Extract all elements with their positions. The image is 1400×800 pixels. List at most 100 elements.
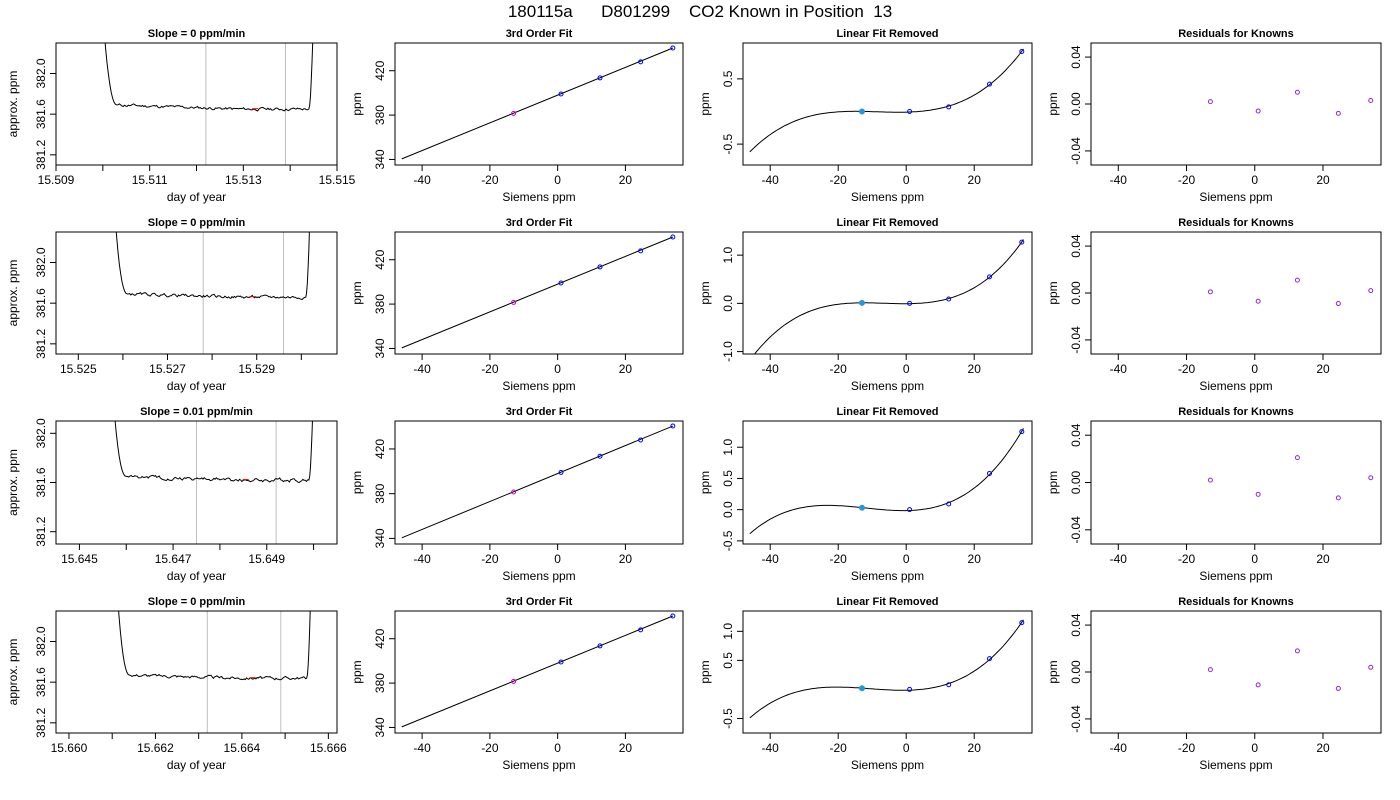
fit-curve <box>749 428 1024 535</box>
panel-2-4: Residuals for Knowns Siemens ppm ppm -40 -20… <box>1046 217 1382 393</box>
y-tick-label: 1.0 <box>721 623 735 640</box>
y-tick-label: 381.2 <box>34 328 48 358</box>
y-tick-label: 381.6 <box>34 467 48 497</box>
plot-frame <box>55 420 338 545</box>
x-tick-label: -40 <box>762 552 780 566</box>
y-tick-label: 1.0 <box>721 246 735 263</box>
y-tick-label: -0.04 <box>1069 137 1083 165</box>
x-tick-label: -20 <box>1178 741 1196 755</box>
x-tick-label: 0 <box>903 741 910 755</box>
x-tick-label: 20 <box>1316 173 1330 187</box>
residual-point <box>1368 288 1374 294</box>
plot-frame <box>742 42 1033 166</box>
x-axis-label: day of year <box>167 379 226 393</box>
y-tick-label: 380 <box>373 294 387 314</box>
panel-title: Slope = 0 ppm/min <box>148 217 246 229</box>
panel-4-4: Residuals for Knowns Siemens ppm ppm -40 -20… <box>1046 596 1382 772</box>
x-axis-label: Siemens ppm <box>502 379 575 393</box>
residual-point <box>1255 491 1261 497</box>
x-tick-label: 20 <box>1316 552 1330 566</box>
x-tick-label: -40 <box>413 362 431 376</box>
x-axis-label: day of year <box>167 190 226 204</box>
x-tick-label: -40 <box>1110 362 1128 376</box>
x-tick-label: 20 <box>1316 741 1330 755</box>
ppm-trace-line <box>114 421 313 484</box>
data-point <box>907 507 913 513</box>
x-tick-label: 20 <box>968 173 982 187</box>
y-tick-label: 380 <box>373 105 387 125</box>
page-title: 180115a D801299 CO2 Known in Position 13 <box>507 2 893 21</box>
plot-frame <box>55 42 338 166</box>
x-tick-label: 15.664 <box>224 741 261 755</box>
y-tick-label: 0.04 <box>1069 613 1083 637</box>
x-tick-label: -20 <box>481 362 499 376</box>
x-tick-label: 0 <box>1251 741 1258 755</box>
x-tick-label: -40 <box>413 741 431 755</box>
panel-title: Slope = 0.01 ppm/min <box>140 406 253 418</box>
x-tick-label: -20 <box>830 173 848 187</box>
y-tick-label: 0.5 <box>721 470 735 487</box>
x-tick-label: 15.660 <box>51 741 88 755</box>
plot-frame <box>55 610 338 734</box>
data-point <box>670 45 676 51</box>
y-axis-label: ppm <box>698 471 712 494</box>
data-point <box>558 659 564 665</box>
y-tick-label: 381.6 <box>34 667 48 697</box>
data-point <box>511 489 517 495</box>
x-tick-label: -40 <box>413 552 431 566</box>
x-tick-label: 20 <box>619 741 633 755</box>
data-point <box>597 453 603 459</box>
y-tick-label: 0.5 <box>721 652 735 669</box>
plot-frame <box>394 420 684 545</box>
y-tick-label: 0.00 <box>1069 92 1083 116</box>
x-tick-label: 20 <box>619 362 633 376</box>
data-point <box>987 656 992 662</box>
y-tick-label: 1.0 <box>721 439 735 456</box>
x-tick-label: 0 <box>903 362 910 376</box>
panel-3-3: Linear Fit Removed Siemens ppm ppm -40 -20 0 2… <box>698 406 1033 583</box>
y-tick-label: 0.0 <box>721 501 735 518</box>
x-tick-label: -20 <box>481 173 499 187</box>
panel-title: Residuals for Knowns <box>1178 596 1294 608</box>
x-tick-label: 15.645 <box>61 552 98 566</box>
x-axis-label: Siemens ppm <box>502 758 575 772</box>
y-tick-label: 0.04 <box>1069 45 1083 69</box>
data-point <box>511 678 517 684</box>
panel-2-2: 3rd Order Fit Siemens ppm ppm -40 -20 0 20 340 3… <box>350 217 684 393</box>
x-axis-label: Siemens ppm <box>1199 758 1272 772</box>
panel-4-3: Linear Fit Removed Siemens ppm ppm -40 -20 0 2… <box>698 596 1033 772</box>
y-tick-label: 0.00 <box>1069 281 1083 305</box>
fit-line <box>401 615 674 728</box>
y-axis-label: ppm <box>350 92 364 115</box>
y-tick-label: 381.2 <box>34 707 48 737</box>
plot-frame <box>55 231 338 355</box>
data-point <box>638 437 644 443</box>
panel-1-3: Linear Fit Removed Siemens ppm ppm -40 -20 0 2… <box>698 28 1033 204</box>
y-axis-label: approx. ppm <box>6 71 20 138</box>
panel-title: Linear Fit Removed <box>836 406 938 418</box>
x-tick-label: 20 <box>619 173 633 187</box>
panel-title: Linear Fit Removed <box>836 28 938 40</box>
plot-frame <box>742 420 1033 545</box>
x-tick-label: -20 <box>830 741 848 755</box>
residual-point <box>1368 475 1374 481</box>
data-point <box>1019 429 1025 435</box>
x-tick-label: 15.666 <box>310 741 347 755</box>
y-tick-label: 0.00 <box>1069 660 1083 684</box>
ppm-trace-line <box>104 43 314 112</box>
data-point <box>638 59 644 65</box>
panel-title: 3rd Order Fit <box>506 28 573 40</box>
y-axis-label: ppm <box>350 471 364 494</box>
y-tick-label: 420 <box>373 249 387 269</box>
x-tick-label: 20 <box>968 552 982 566</box>
data-point <box>1019 620 1025 626</box>
x-tick-label: 20 <box>1316 362 1330 376</box>
y-axis-label: ppm <box>698 281 712 304</box>
x-axis-label: day of year <box>167 569 226 583</box>
x-tick-label: 15.509 <box>38 173 75 187</box>
x-tick-label: 0 <box>554 173 561 187</box>
plot-frame <box>394 42 684 166</box>
x-tick-label: 20 <box>619 552 633 566</box>
x-tick-label: -40 <box>762 362 780 376</box>
